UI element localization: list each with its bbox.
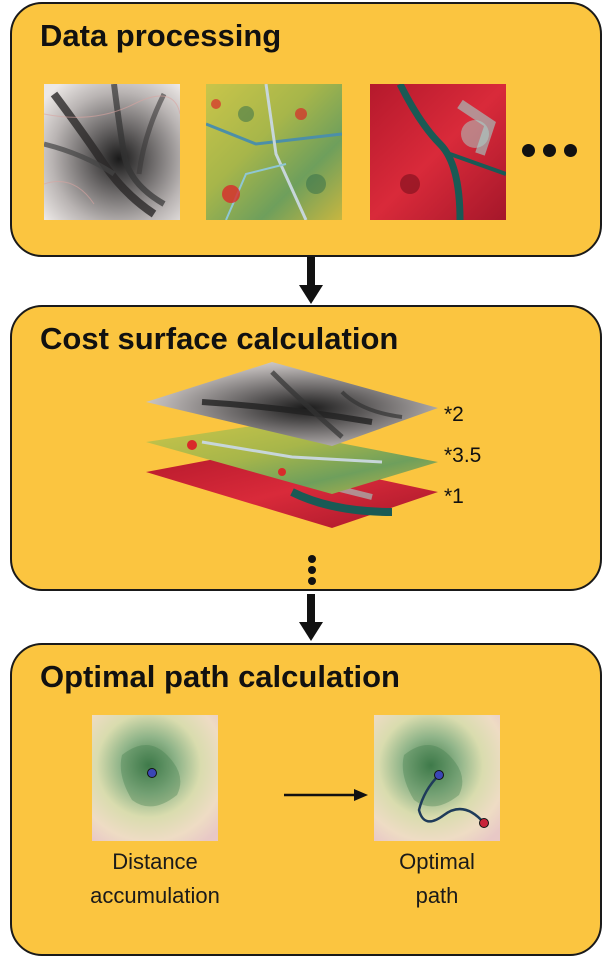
caption-line: Optimal [399,849,475,874]
caption-line: Distance [112,849,198,874]
right-arrow-icon [284,789,368,801]
panel-title: Optimal path calculation [40,659,400,694]
data-processing-panel: Data processing [10,2,602,257]
elevation-thumbnail [44,84,180,220]
caption-line: accumulation [90,883,220,908]
panel-title: Data processing [40,18,282,53]
elevation-layer [146,362,438,446]
path-caption: Optimal path [337,845,537,913]
weight-label: *1 [444,485,464,508]
layer-stack [146,362,438,528]
optimal-path-map [374,715,500,841]
distance-caption: Distance accumulation [55,845,255,913]
land-cover-thumbnail [206,84,342,220]
distance-accumulation-map [92,715,218,841]
land-cover-layer [146,426,438,494]
down-arrow-icon [299,257,323,304]
end-point [479,818,489,828]
start-point [147,768,157,778]
cost-surface-panel: Cost surface calculation *2 *3.5 *1 [10,305,602,591]
start-point [434,770,444,780]
satellite-thumbnail [370,84,506,220]
optimal-path-panel: Optimal path calculation Distance accumu… [10,643,602,956]
caption-line: path [415,883,459,908]
optimal-path-line [417,774,485,824]
down-arrow-icon [299,594,323,641]
panel-title: Cost surface calculation [40,321,399,356]
weight-label: *2 [444,403,464,426]
weight-label: *3.5 [444,444,482,467]
